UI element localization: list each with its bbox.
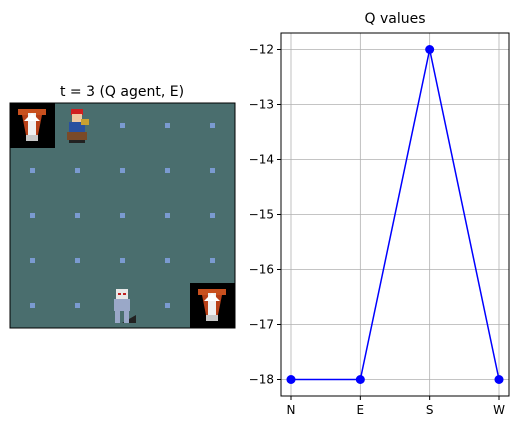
chart-ticks: −12 −13 −14 −15 −16 −17 −18 N E S W — [249, 43, 505, 418]
agent-agent-sprite-icon — [67, 109, 89, 143]
grid-dot — [75, 303, 80, 308]
grid-dot — [120, 213, 125, 218]
gridworld — [9, 102, 236, 329]
grid-dot — [165, 168, 170, 173]
grid-dot — [210, 258, 215, 263]
x-tick-label-N: N — [287, 403, 296, 417]
grid-dot — [210, 213, 215, 218]
chart-gridlines — [281, 33, 509, 396]
y-tick-label: −16 — [249, 263, 274, 277]
grid-dot — [120, 168, 125, 173]
grid-dot — [30, 303, 35, 308]
grid-dot — [30, 213, 35, 218]
data-point-W — [494, 375, 504, 384]
grid-dot — [120, 258, 125, 263]
x-tick-label-E: E — [357, 403, 365, 417]
grid-dot — [30, 168, 35, 173]
chart-series — [286, 45, 504, 384]
data-point-N — [286, 375, 296, 384]
grid-dot — [210, 123, 215, 128]
grid-dot — [165, 303, 170, 308]
data-point-S — [425, 45, 435, 54]
goal-bottom-right-totem-icon — [190, 283, 235, 328]
y-tick-label: −14 — [249, 153, 274, 167]
y-tick-label: −13 — [249, 98, 274, 112]
plot-frame — [280, 32, 510, 397]
grid-dot — [75, 213, 80, 218]
y-tick-label: −12 — [249, 43, 274, 57]
grid-dot — [165, 123, 170, 128]
chart-title: Q values — [364, 11, 425, 27]
grid-dot — [165, 213, 170, 218]
grid-dot — [75, 168, 80, 173]
grid-title: t = 3 (Q agent, E) — [60, 84, 184, 100]
goal-top-left-totem-icon — [10, 103, 55, 148]
series-line — [291, 49, 500, 381]
grid-dot — [165, 258, 170, 263]
grid-dot — [120, 123, 125, 128]
x-tick-label-W: W — [493, 403, 505, 417]
grid-dot — [30, 258, 35, 263]
x-tick-label-S: S — [426, 403, 434, 417]
data-point-E — [355, 375, 365, 384]
grid-dot — [75, 258, 80, 263]
y-tick-label: −15 — [249, 208, 274, 222]
y-tick-label: −17 — [249, 318, 274, 332]
opponent-ghost-sprite-icon — [114, 289, 136, 323]
y-tick-label: −18 — [249, 373, 274, 387]
grid-dot — [210, 168, 215, 173]
